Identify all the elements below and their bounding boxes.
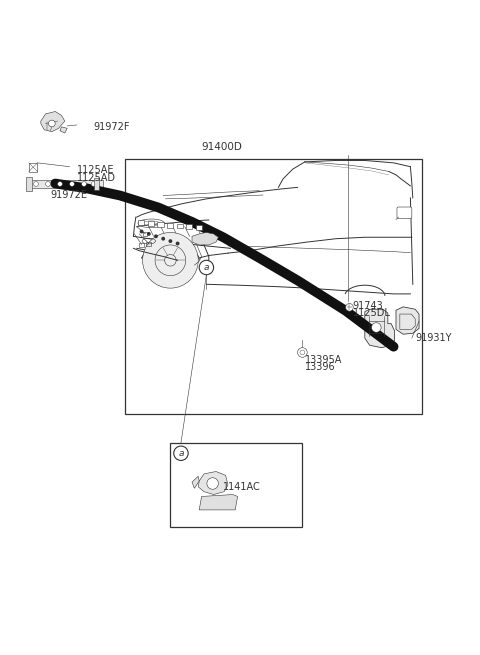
Bar: [143, 233, 147, 236]
Text: a: a: [178, 449, 184, 458]
Circle shape: [168, 239, 172, 243]
Circle shape: [48, 120, 55, 127]
Polygon shape: [198, 472, 228, 495]
Circle shape: [147, 232, 151, 236]
Circle shape: [207, 477, 218, 489]
Circle shape: [161, 236, 165, 240]
Polygon shape: [192, 476, 199, 488]
Circle shape: [91, 181, 96, 187]
Circle shape: [154, 234, 158, 238]
Polygon shape: [365, 309, 395, 348]
Polygon shape: [60, 127, 67, 133]
Polygon shape: [396, 307, 419, 334]
FancyBboxPatch shape: [29, 179, 103, 188]
Bar: [148, 221, 154, 226]
Text: 91743: 91743: [353, 301, 384, 311]
Text: a: a: [204, 263, 209, 272]
Circle shape: [58, 181, 62, 187]
Text: 91931Y: 91931Y: [415, 333, 452, 343]
Text: 13396: 13396: [305, 362, 336, 372]
Circle shape: [82, 181, 86, 187]
Text: 13395A: 13395A: [305, 355, 342, 365]
Circle shape: [143, 233, 198, 288]
Text: 1125AD: 1125AD: [77, 173, 116, 183]
Bar: [138, 221, 144, 225]
Bar: [186, 225, 192, 229]
Circle shape: [199, 260, 214, 274]
Bar: [146, 242, 151, 246]
Circle shape: [346, 303, 353, 311]
Bar: [167, 223, 173, 228]
Circle shape: [298, 348, 307, 357]
Bar: [125, 160, 422, 414]
Bar: [26, 178, 32, 191]
Text: 91972E: 91972E: [50, 191, 87, 200]
Bar: [157, 222, 164, 227]
Bar: [94, 178, 99, 190]
Circle shape: [140, 230, 144, 233]
Text: 91972F: 91972F: [94, 122, 130, 132]
Text: 91400D: 91400D: [202, 143, 242, 153]
Bar: [139, 243, 144, 247]
Polygon shape: [192, 233, 218, 245]
Text: 1141AC: 1141AC: [223, 482, 261, 492]
Bar: [170, 443, 302, 527]
Circle shape: [174, 446, 188, 460]
Circle shape: [176, 242, 180, 246]
Bar: [196, 225, 202, 230]
Circle shape: [34, 181, 38, 187]
Circle shape: [46, 181, 50, 187]
Polygon shape: [199, 495, 238, 510]
FancyBboxPatch shape: [397, 207, 412, 219]
Text: 1125AE: 1125AE: [77, 165, 114, 175]
Text: 1125DL: 1125DL: [353, 308, 391, 318]
Circle shape: [372, 323, 381, 332]
Circle shape: [70, 181, 74, 187]
Bar: [177, 223, 183, 229]
Polygon shape: [41, 111, 65, 132]
Bar: [29, 163, 37, 172]
